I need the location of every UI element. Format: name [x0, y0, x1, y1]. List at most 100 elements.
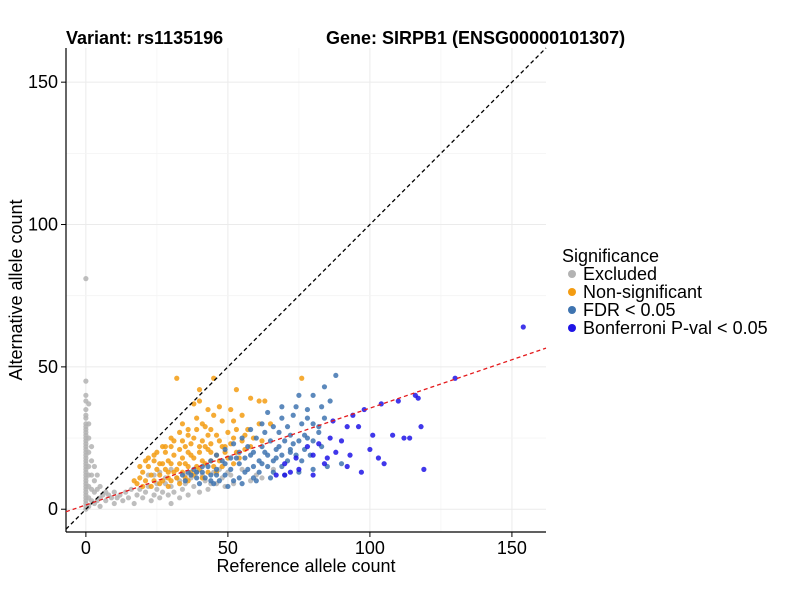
point-fdr-0-05 [259, 421, 265, 427]
point-fdr-0-05 [310, 392, 316, 398]
point-fdr-0-05 [213, 452, 220, 458]
point-non-significant [145, 463, 151, 470]
point-non-significant [137, 463, 143, 470]
point-non-significant [225, 429, 231, 435]
point-fdr-0-05 [310, 466, 316, 472]
y-tick-label: 0 [48, 499, 58, 519]
point-non-significant [228, 406, 234, 413]
point-non-significant [157, 461, 163, 467]
point-fdr-0-05 [279, 415, 285, 421]
point-fdr-0-05 [282, 438, 288, 444]
point-fdr-0-05 [287, 449, 293, 455]
point-bonferroni-p-val-0-05 [282, 472, 288, 478]
point-fdr-0-05 [230, 441, 237, 447]
legend: Significance ExcludedNon-significantFDR … [562, 246, 768, 338]
point-non-significant [174, 466, 180, 472]
point-non-significant [177, 429, 183, 435]
legend-key [568, 270, 576, 278]
point-excluded [131, 500, 137, 507]
legend-key [568, 288, 576, 296]
point-non-significant [208, 441, 214, 447]
point-non-significant [174, 375, 180, 381]
point-non-significant [142, 478, 149, 484]
y-axis-title: Alternative allele count [6, 199, 26, 380]
title-variant: Variant: rs1135196 [66, 28, 223, 48]
point-excluded [86, 401, 92, 407]
point-fdr-0-05 [199, 469, 205, 475]
point-fdr-0-05 [304, 406, 311, 413]
point-non-significant [188, 441, 194, 447]
point-bonferroni-p-val-0-05 [390, 432, 396, 438]
point-fdr-0-05 [208, 458, 214, 464]
point-bonferroni-p-val-0-05 [304, 443, 311, 450]
point-excluded [177, 495, 183, 501]
point-excluded [86, 463, 92, 470]
point-non-significant [148, 483, 154, 490]
axes [65, 48, 546, 533]
point-fdr-0-05 [225, 483, 231, 490]
point-non-significant [165, 469, 171, 475]
point-fdr-0-05 [194, 475, 200, 481]
point-non-significant [216, 438, 222, 444]
point-excluded [88, 458, 95, 464]
reference-line-fit [65, 347, 547, 513]
point-bonferroni-p-val-0-05 [395, 398, 401, 404]
point-excluded [108, 495, 115, 501]
point-bonferroni-p-val-0-05 [421, 466, 427, 472]
point-non-significant [208, 426, 214, 433]
point-excluded [259, 475, 265, 481]
point-fdr-0-05 [310, 421, 316, 427]
point-fdr-0-05 [327, 398, 333, 404]
point-non-significant [140, 483, 146, 490]
point-fdr-0-05 [287, 432, 293, 438]
point-bonferroni-p-val-0-05 [401, 435, 407, 441]
point-excluded [88, 472, 95, 478]
point-non-significant [179, 455, 186, 461]
point-non-significant [194, 426, 200, 433]
point-non-significant [174, 475, 180, 481]
point-excluded [125, 495, 132, 501]
point-excluded [83, 276, 89, 282]
point-fdr-0-05 [279, 452, 285, 458]
point-non-significant [157, 472, 163, 478]
point-bonferroni-p-val-0-05 [324, 455, 330, 461]
x-tick-label: 150 [497, 538, 527, 558]
point-fdr-0-05 [245, 443, 251, 450]
point-bonferroni-p-val-0-05 [370, 432, 376, 438]
point-fdr-0-05 [202, 475, 208, 481]
point-non-significant [185, 426, 191, 433]
point-fdr-0-05 [299, 458, 305, 464]
point-non-significant [230, 435, 237, 441]
reference-lines [65, 47, 547, 530]
point-bonferroni-p-val-0-05 [327, 435, 333, 441]
point-bonferroni-p-val-0-05 [293, 455, 299, 461]
point-non-significant [205, 432, 211, 438]
point-excluded [91, 463, 98, 470]
point-excluded [159, 489, 166, 495]
legend-label: Excluded [583, 264, 657, 284]
point-fdr-0-05 [284, 424, 291, 430]
point-fdr-0-05 [248, 426, 254, 433]
point-fdr-0-05 [236, 461, 242, 467]
point-fdr-0-05 [222, 472, 228, 478]
point-bonferroni-p-val-0-05 [355, 424, 362, 430]
point-excluded [97, 483, 103, 490]
point-excluded [117, 492, 123, 498]
x-tick-label: 0 [81, 538, 91, 558]
point-excluded [134, 492, 140, 498]
point-bonferroni-p-val-0-05 [415, 395, 421, 401]
point-non-significant [219, 418, 225, 424]
point-bonferroni-p-val-0-05 [418, 424, 424, 430]
point-non-significant [208, 449, 214, 455]
series-fdr-0-05 [179, 372, 345, 490]
y-tick-label: 150 [28, 72, 58, 92]
point-non-significant [165, 458, 171, 464]
legend-label: Bonferroni P-val < 0.05 [583, 318, 768, 338]
point-non-significant [194, 415, 200, 421]
point-non-significant [196, 449, 203, 455]
point-non-significant [199, 438, 205, 444]
point-fdr-0-05 [316, 429, 322, 435]
point-non-significant [216, 404, 222, 410]
y-tick-label: 100 [28, 215, 58, 235]
data-points [83, 276, 526, 512]
